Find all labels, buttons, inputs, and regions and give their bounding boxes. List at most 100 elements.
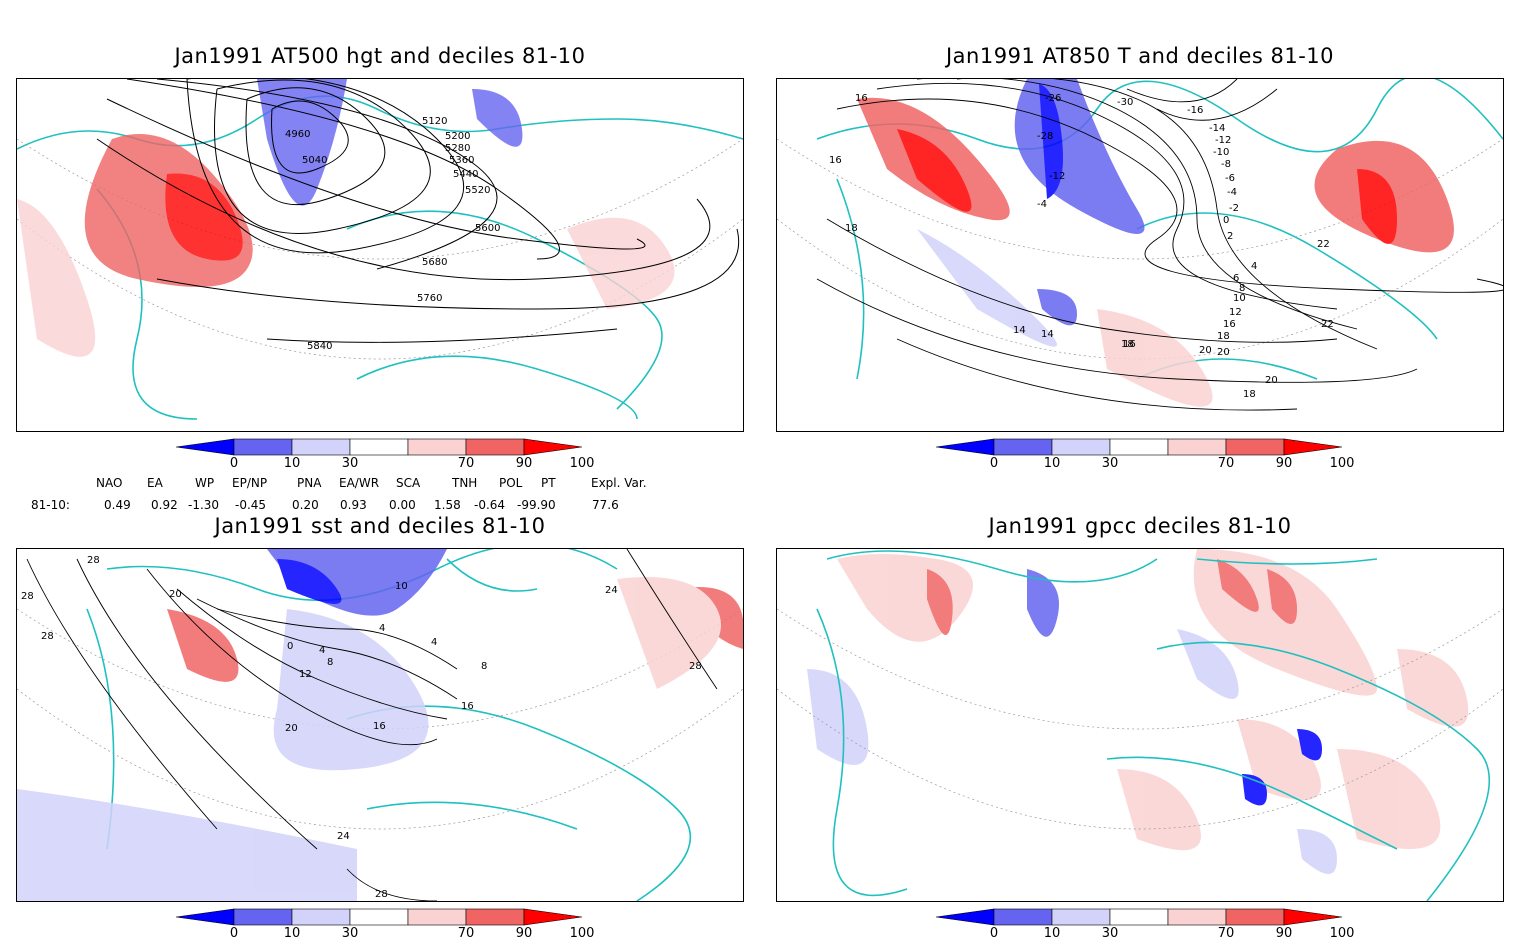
- colorbar-segment: [1283, 438, 1343, 456]
- index-value: -99.90: [517, 498, 556, 512]
- contour-label: -14: [1209, 123, 1225, 134]
- contour-label: 16: [373, 721, 386, 732]
- contour-label: 0: [287, 641, 293, 652]
- contour-label: -2: [1229, 203, 1239, 214]
- colorbar-label: 90: [1275, 926, 1293, 941]
- contour-label: 14: [1041, 329, 1054, 340]
- index-header: PT: [541, 476, 556, 490]
- colorbar-segment: [1283, 908, 1343, 926]
- contour-label: 22: [1317, 239, 1330, 250]
- colorbar-segment: [1051, 438, 1111, 456]
- contour-label: -30: [1117, 97, 1133, 108]
- colorbar-label: 70: [457, 926, 475, 941]
- map-t850: 16 16 18 -26 -28 -30 -16 -14 -12 -10 -8 …: [776, 78, 1504, 432]
- contour-label: 16: [1223, 319, 1236, 330]
- index-value: 77.6: [592, 498, 619, 512]
- panel-title-t850: Jan1991 AT850 T and deciles 81-10: [945, 44, 1335, 68]
- colorbar-label: 30: [1101, 456, 1119, 471]
- colorbar-label: 100: [569, 926, 595, 941]
- contour-label: 8: [1239, 283, 1245, 294]
- contour-label: 5600: [475, 223, 500, 234]
- colorbar-graphic: [175, 908, 583, 926]
- index-header: TNH: [452, 476, 478, 490]
- grid-lines: [777, 608, 1503, 830]
- contour-label: 12: [299, 669, 312, 680]
- map-hgt500: 4960 5040 5120 5200 5280 5360 5440 5520 …: [16, 78, 744, 432]
- index-header: EA/WR: [339, 476, 380, 490]
- colorbar-label: 70: [1217, 456, 1235, 471]
- index-header: EA: [147, 476, 163, 490]
- decile-shading: [807, 549, 1469, 874]
- colorbar-segment: [175, 438, 235, 456]
- contour-label: 5200: [445, 131, 470, 142]
- contour-label: 6: [1233, 273, 1239, 284]
- colorbar-label: 70: [457, 456, 475, 471]
- contour-label: 20: [285, 723, 298, 734]
- colorbar-segment: [233, 908, 293, 926]
- colorbar-label: 30: [341, 926, 359, 941]
- colorbar-segment: [1109, 438, 1169, 456]
- panel-title-hgt500: Jan1991 AT500 hgt and deciles 81-10: [174, 44, 586, 68]
- contour-label: 28: [41, 631, 54, 642]
- colorbar-label: 0: [229, 456, 239, 471]
- colorbar-label: 0: [989, 926, 999, 941]
- contour-label: -8: [1221, 159, 1231, 170]
- contour-label: 4: [431, 637, 437, 648]
- colorbar-sst: 0 10 30 70 90 100: [175, 908, 594, 944]
- index-value: -1.30: [188, 498, 220, 512]
- contour-label: 28: [375, 889, 388, 900]
- colorbar-label: 90: [1275, 456, 1293, 471]
- contour-label: 18: [1243, 389, 1256, 400]
- contour-label: 0: [1223, 215, 1229, 226]
- map-t850-graphic: 16 16 18 -26 -28 -30 -16 -14 -12 -10 -8 …: [777, 79, 1503, 411]
- contour-label: 28: [689, 661, 702, 672]
- colorbar-segment: [523, 438, 583, 456]
- colorbar-segment: [291, 438, 351, 456]
- colorbar-gpcc: 0 10 30 70 90 100: [935, 908, 1354, 944]
- colorbar-label: 0: [229, 926, 239, 941]
- colorbar-graphic: [935, 438, 1343, 456]
- contour-label: 4960: [285, 129, 310, 140]
- index-value: 0.00: [389, 498, 416, 512]
- contour-label: 5840: [307, 341, 332, 352]
- contour-label: 8: [327, 657, 333, 668]
- contour-label: 18: [845, 223, 858, 234]
- colorbar-label: 70: [1217, 926, 1235, 941]
- colorbar-segment: [465, 438, 525, 456]
- colorbar-label: 10: [1043, 456, 1061, 471]
- contour-label: 4: [1251, 261, 1257, 272]
- colorbar-segment: [465, 908, 525, 926]
- colorbar-segment: [291, 908, 351, 926]
- colorbar-segment: [349, 908, 409, 926]
- contour-label: 28: [21, 591, 34, 602]
- map-gpcc-graphic: [777, 549, 1503, 901]
- contour-label: 5280: [445, 143, 470, 154]
- height-contours: [96, 79, 740, 343]
- colorbar-segment: [407, 438, 467, 456]
- contour-label: 12: [1229, 307, 1242, 318]
- colorbar-label: 100: [1329, 456, 1355, 471]
- contour-label: -4: [1227, 187, 1237, 198]
- contour-label: 16: [855, 93, 868, 104]
- index-header: SCA: [396, 476, 421, 490]
- colorbar-segment: [935, 908, 995, 926]
- contour-label: 4: [319, 645, 325, 656]
- colorbar-label: 10: [1043, 926, 1061, 941]
- map-gpcc: [776, 548, 1504, 902]
- row-label: 81-10:: [31, 498, 70, 512]
- index-header: PNA: [297, 476, 322, 490]
- contour-labels: 16 16 18 -26 -28 -30 -16 -14 -12 -10 -8 …: [829, 93, 1334, 400]
- contour-label: 5360: [449, 155, 474, 166]
- sst-contours: [26, 549, 718, 901]
- contour-label: 18: [1217, 331, 1230, 342]
- colorbar-graphic: [175, 438, 583, 456]
- colorbar-segment: [935, 438, 995, 456]
- contour-label: 24: [605, 585, 618, 596]
- panel-title-sst: Jan1991 sst and deciles 81-10: [214, 514, 546, 538]
- contour-label: 16: [461, 701, 474, 712]
- contour-label: 5120: [422, 116, 447, 127]
- index-value: 0.93: [340, 498, 367, 512]
- coastline-overlay: [816, 550, 1491, 901]
- contour-label: 10: [1233, 293, 1246, 304]
- contour-label: -12: [1215, 135, 1231, 146]
